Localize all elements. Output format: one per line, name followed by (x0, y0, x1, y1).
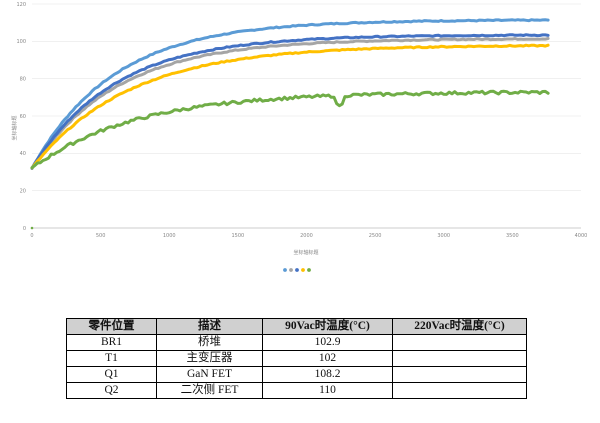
table-cell: Q1 (66, 366, 157, 383)
x-axis-title: 坐标轴标题 (293, 249, 318, 256)
temperature-table: 零件位置 描述 90Vac时温度(°C) 220Vac时温度(°C) BR1 桥… (66, 318, 527, 399)
table-cell (392, 382, 527, 399)
x-tick-label: 3000 (437, 233, 450, 239)
table-cell: 二次侧 FET (156, 382, 263, 399)
x-tick-label: 500 (96, 233, 106, 239)
y-tick-label: 120 (16, 2, 26, 8)
table-cell: Q2 (66, 382, 157, 399)
table-cell (392, 350, 527, 367)
header-location: 零件位置 (66, 318, 157, 335)
series-line (30, 18, 550, 170)
series-line (30, 89, 550, 170)
table-cell: 主变压器 (156, 350, 263, 367)
x-tick-label: 1000 (163, 233, 176, 239)
x-tick-label: 4000 (575, 233, 588, 239)
table-row: Q2 二次侧 FET 110 (66, 382, 527, 399)
header-description: 描述 (156, 318, 263, 335)
header-temp-90vac: 90Vac时温度(°C) (262, 318, 393, 335)
y-tick-label: 0 (23, 226, 26, 232)
table-cell (392, 334, 527, 351)
table-row: T1 主变压器 102 (66, 350, 527, 367)
zero-point-marker (30, 226, 34, 230)
y-axis-title: 坐标轴标题 (11, 115, 18, 140)
table-header-row: 零件位置 描述 90Vac时温度(°C) 220Vac时温度(°C) (66, 318, 527, 335)
table-row: Q1 GaN FET 108.2 (66, 366, 527, 383)
x-tick-label: 3500 (506, 233, 519, 239)
x-tick-label: 2500 (369, 233, 382, 239)
x-tick-label: 2000 (300, 233, 313, 239)
y-tick-label: 100 (16, 39, 26, 45)
temperature-line-chart: 0 20 40 60 80 100 120 0 500 1000 1500 2000 2500 3000… (11, 2, 587, 272)
chart-legend (283, 268, 311, 272)
chart-gridlines (32, 3, 581, 229)
header-temp-220vac: 220Vac时温度(°C) (392, 318, 527, 335)
chart-series (30, 18, 550, 230)
table-cell: 102 (262, 350, 393, 367)
y-tick-label: 40 (20, 151, 26, 157)
table-cell: 桥堆 (156, 334, 263, 351)
legend-swatch (307, 268, 311, 272)
table-row: BR1 桥堆 102.9 (66, 334, 527, 351)
legend-swatch (301, 268, 305, 272)
x-tick-label: 0 (30, 233, 33, 239)
table-cell: 102.9 (262, 334, 393, 351)
series-line (30, 37, 550, 170)
legend-swatch (283, 268, 287, 272)
x-axis-ticks: 0 500 1000 1500 2000 2500 3000 3500 4000 (30, 233, 587, 239)
legend-swatch (295, 268, 299, 272)
series-line (30, 33, 550, 170)
table-cell (392, 366, 527, 383)
table-cell: 110 (262, 382, 393, 399)
y-tick-label: 80 (20, 76, 26, 82)
x-tick-label: 1500 (232, 233, 245, 239)
y-axis-ticks: 0 20 40 60 80 100 120 (16, 2, 26, 232)
series-line (30, 43, 550, 170)
legend-swatch (289, 268, 293, 272)
y-tick-label: 20 (20, 188, 26, 194)
table-cell: GaN FET (156, 366, 263, 383)
table-cell: T1 (66, 350, 157, 367)
table-cell: 108.2 (262, 366, 393, 383)
table-cell: BR1 (66, 334, 157, 351)
y-tick-label: 60 (20, 114, 26, 120)
